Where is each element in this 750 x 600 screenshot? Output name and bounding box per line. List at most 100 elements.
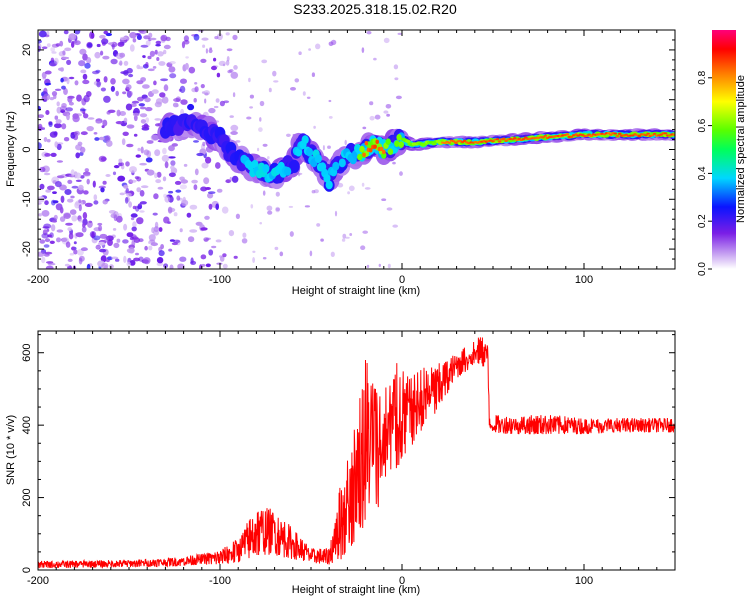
noise-speck: [311, 190, 316, 194]
noise-speck: [207, 192, 214, 199]
noise-speck: [386, 113, 390, 117]
noise-speck: [213, 105, 219, 109]
noise-speck: [241, 238, 248, 244]
noise-speck: [369, 115, 375, 121]
noise-speck: [158, 250, 165, 257]
noise-speck: [43, 93, 51, 101]
noise-speck: [397, 32, 403, 36]
noise-speck: [52, 191, 57, 195]
noise-speck: [225, 179, 231, 184]
x-tick-label: 100: [575, 575, 593, 587]
noise-speck: [298, 51, 302, 55]
noise-speck: [102, 55, 110, 60]
track-blob: [569, 135, 574, 138]
noise-speck: [259, 222, 263, 225]
noise-speck: [216, 188, 223, 193]
noise-speck: [173, 212, 178, 217]
noise-speck: [140, 146, 144, 154]
noise-speck: [133, 133, 138, 137]
noise-speck: [61, 56, 70, 60]
noise-speck: [50, 224, 56, 232]
noise-speck: [74, 80, 79, 86]
noise-speck: [286, 133, 291, 137]
noise-speck: [101, 38, 109, 45]
noise-speck: [52, 200, 59, 204]
noise-speck: [63, 137, 70, 142]
noise-speck: [103, 76, 108, 83]
noise-speck: [136, 80, 144, 85]
noise-speck: [96, 81, 101, 88]
track-blob: [650, 134, 655, 137]
noise-speck: [95, 78, 101, 83]
noise-speck: [77, 141, 83, 146]
noise-speck: [145, 117, 150, 123]
noise-speck: [228, 230, 235, 237]
noise-speck: [361, 182, 365, 187]
noise-speck: [119, 192, 125, 196]
noise-speck: [97, 222, 103, 226]
noise-speck: [167, 206, 173, 214]
noise-speck: [207, 191, 216, 195]
noise-speck: [75, 172, 82, 179]
noise-speck: [106, 111, 111, 115]
noise-speck: [137, 203, 143, 210]
noise-speck: [129, 236, 135, 241]
snr-frame: [37, 330, 676, 571]
noise-speck: [116, 215, 123, 223]
noise-speck: [105, 174, 111, 177]
noise-speck: [393, 64, 399, 70]
track-blob: [323, 173, 331, 183]
noise-speck: [205, 156, 212, 164]
noise-speck: [123, 117, 128, 124]
noise-speck: [45, 82, 52, 86]
noise-speck: [102, 119, 108, 127]
noise-speck: [171, 143, 178, 147]
noise-speck: [101, 125, 105, 129]
noise-speck: [41, 46, 48, 50]
noise-speck: [73, 241, 77, 245]
noise-speck: [102, 180, 107, 185]
noise-speck: [126, 261, 131, 267]
noise-speck: [150, 37, 157, 41]
noise-speck: [50, 152, 57, 157]
noise-speck: [308, 48, 311, 51]
noise-speck: [140, 185, 149, 189]
noise-speck: [364, 187, 371, 190]
noise-speck: [61, 103, 67, 108]
noise-speck: [93, 194, 98, 201]
noise-speck: [93, 132, 98, 135]
noise-speck: [266, 205, 273, 211]
noise-speck: [208, 48, 213, 54]
y-tick-label: 10: [21, 94, 33, 106]
noise-speck: [121, 138, 126, 146]
spectrogram-x-ticks: -200 -100 0 100: [27, 30, 676, 286]
track-blob: [251, 159, 259, 169]
noise-speck: [231, 175, 239, 183]
snr-x-label: Height of straight line (km): [292, 584, 420, 596]
noise-speck: [179, 228, 183, 233]
track-blob: [364, 141, 369, 146]
snr-y-label: SNR (10 * v/v): [5, 415, 17, 485]
noise-speck: [94, 51, 101, 59]
track-blob: [385, 138, 391, 145]
noise-speck: [47, 185, 55, 191]
noise-speck: [230, 124, 239, 132]
colorbar-gradient: [712, 30, 736, 269]
noise-speck: [123, 60, 129, 66]
noise-speck: [279, 251, 284, 257]
noise-speck: [163, 49, 167, 55]
noise-speck: [148, 241, 152, 244]
noise-speck: [304, 205, 310, 208]
track-blob: [288, 159, 300, 173]
noise-speck: [110, 58, 118, 65]
track-blob: [521, 138, 526, 141]
noise-speck: [196, 152, 204, 157]
track-blob: [305, 147, 314, 157]
noise-speck: [66, 113, 70, 121]
noise-speck: [123, 184, 129, 189]
noise-speck: [132, 38, 137, 43]
noise-speck: [43, 223, 52, 229]
x-tick-label: -100: [209, 575, 231, 587]
noise-speck: [145, 107, 153, 112]
noise-speck: [146, 169, 155, 176]
